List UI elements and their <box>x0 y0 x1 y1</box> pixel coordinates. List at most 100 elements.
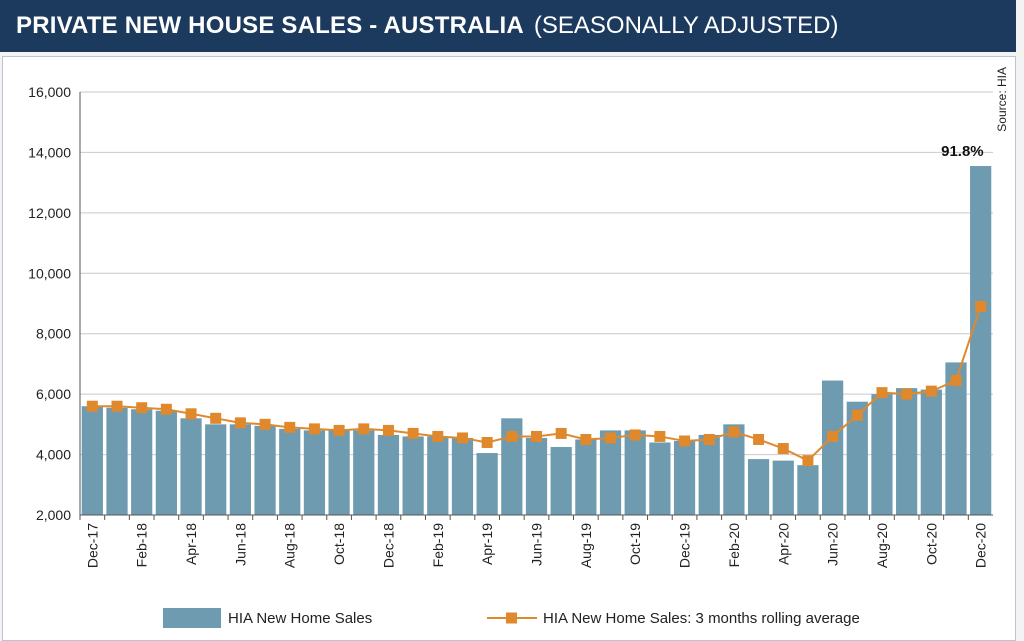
rolling-average-marker <box>679 435 691 447</box>
rolling-average-marker <box>728 426 740 438</box>
x-tick-label: Jun-18 <box>232 523 248 566</box>
rolling-average-marker <box>86 400 98 412</box>
x-tick-label: Oct-18 <box>331 523 347 565</box>
x-tick-label: Oct-19 <box>627 523 643 565</box>
legend-line-label: HIA New Home Sales: 3 months rolling ave… <box>543 610 860 627</box>
bar <box>945 362 967 515</box>
rolling-average-marker <box>605 432 617 444</box>
y-tick-label: 14,000 <box>28 144 71 160</box>
bar <box>970 166 992 515</box>
x-tick-label: Dec-20 <box>973 523 989 568</box>
rolling-average-marker <box>284 421 296 433</box>
chart-panel: 2,000 4,000 6,000 8,000 10,000 12,000 14,000 16… <box>2 56 1016 641</box>
bar <box>772 460 794 515</box>
rolling-average-marker <box>382 424 394 436</box>
rolling-average-marker <box>358 423 370 435</box>
bar <box>920 389 942 515</box>
rolling-average-marker <box>432 430 444 442</box>
rolling-average-marker <box>185 408 197 420</box>
rolling-average-marker <box>234 417 246 429</box>
rolling-average-marker <box>481 436 493 448</box>
bar <box>525 437 548 515</box>
bar <box>353 430 375 515</box>
rolling-average-marker <box>407 427 419 439</box>
rolling-average-marker <box>136 402 148 414</box>
x-tick-label: Jun-20 <box>825 523 841 566</box>
x-tick-label: Feb-18 <box>134 523 150 568</box>
x-tick-label: Dec-17 <box>84 523 100 568</box>
rolling-average-marker <box>308 423 320 435</box>
bar <box>131 409 153 515</box>
bar <box>649 442 671 515</box>
bar <box>328 430 350 515</box>
rolling-average-marker <box>531 430 542 442</box>
legend-bar-swatch <box>163 608 221 628</box>
bar <box>303 430 326 515</box>
x-tick-label: Feb-20 <box>726 523 742 568</box>
rolling-average-marker <box>333 424 345 436</box>
rolling-average-marker <box>555 427 567 439</box>
bar <box>377 434 400 515</box>
x-tick-label: Oct-20 <box>923 523 939 565</box>
x-tick-label: Apr-20 <box>775 523 791 565</box>
x-tick-label: Dec-19 <box>677 523 693 568</box>
bar <box>180 418 202 515</box>
bar <box>698 434 720 515</box>
y-tick-label: 12,000 <box>28 205 71 221</box>
bar <box>155 410 177 515</box>
rolling-average-marker <box>506 430 518 442</box>
bar <box>797 465 819 515</box>
bar <box>575 439 597 515</box>
bar <box>501 418 523 515</box>
y-tick-label: 2,000 <box>36 507 71 523</box>
chart-title: PRIVATE NEW HOUSE SALES - AUSTRALIA <box>16 12 524 39</box>
bar <box>624 430 646 515</box>
x-tick-label: Apr-18 <box>183 523 199 565</box>
bar <box>896 388 918 515</box>
rolling-average-marker <box>901 388 913 400</box>
rolling-average-marker <box>160 403 172 415</box>
rolling-average-marker <box>654 430 666 442</box>
rolling-average-marker <box>580 433 592 445</box>
rolling-average-marker <box>950 375 962 387</box>
chart-title-bar: PRIVATE NEW HOUSE SALES - AUSTRALIA (SEA… <box>0 0 1016 52</box>
rolling-average-marker <box>876 387 888 399</box>
rolling-average-marker <box>456 432 468 444</box>
rolling-average-marker <box>925 385 937 397</box>
rolling-average-marker <box>703 433 715 445</box>
rolling-average-marker <box>629 429 641 441</box>
x-tick-label: Aug-19 <box>578 523 594 568</box>
rolling-average-marker <box>210 412 222 424</box>
bar <box>550 447 572 515</box>
bar <box>81 406 103 515</box>
x-tick-label: Aug-20 <box>874 523 890 568</box>
bar <box>451 437 474 515</box>
rolling-average-marker <box>827 430 839 442</box>
rolling-average-marker <box>975 301 987 313</box>
bar <box>747 459 770 515</box>
bar <box>599 430 622 515</box>
bar <box>205 424 227 515</box>
x-tick-label: Apr-19 <box>479 523 495 565</box>
bar <box>427 436 449 515</box>
rolling-average-marker <box>851 409 863 421</box>
y-tick-label: 8,000 <box>36 326 71 342</box>
bar <box>871 394 893 515</box>
bar <box>723 424 745 515</box>
rolling-average-marker <box>777 443 789 455</box>
bar <box>821 380 844 515</box>
x-tick-label: Jun-19 <box>529 523 545 566</box>
y-tick-label: 16,000 <box>28 84 71 100</box>
bar <box>476 453 498 515</box>
x-tick-label: Aug-18 <box>282 523 298 568</box>
legend-line-marker <box>506 612 517 624</box>
bar <box>673 440 696 515</box>
rolling-average-marker <box>259 418 271 430</box>
y-tick-label: 10,000 <box>28 265 71 281</box>
bar <box>402 436 424 515</box>
bar <box>279 428 301 515</box>
legend-bar-label: HIA New Home Sales <box>228 610 372 627</box>
rolling-average-marker <box>111 400 123 412</box>
bar-line-chart: 2,000 4,000 6,000 8,000 10,000 12,000 14,000 16… <box>28 67 1009 628</box>
source-note: Source: HIA <box>995 67 1009 132</box>
